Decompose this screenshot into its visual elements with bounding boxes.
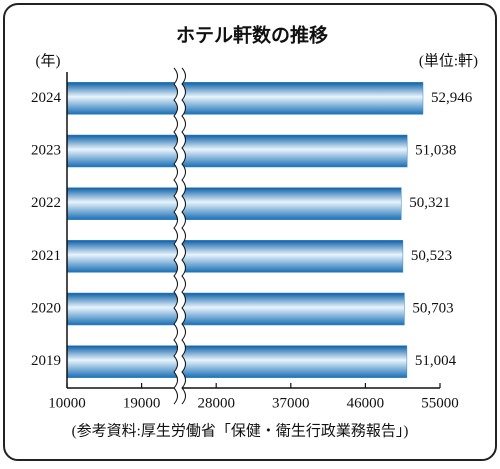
y-axis-label: (年)	[36, 52, 61, 69]
bar	[66, 134, 408, 168]
x-tick-label: 10000	[48, 395, 86, 411]
value-label: 51,004	[415, 353, 457, 369]
value-label: 51,038	[415, 142, 456, 158]
x-tick-label: 46000	[347, 395, 385, 411]
y-tick-label: 2019	[31, 353, 61, 369]
value-label: 50,523	[411, 248, 452, 264]
value-label: 52,946	[431, 90, 473, 106]
source-note: (参考資料:厚生労働省「保健・衛生行政業務報告」)	[72, 422, 409, 439]
value-label: 50,321	[409, 195, 450, 211]
bar	[66, 345, 408, 378]
value-label: 50,703	[412, 300, 453, 316]
y-tick-label: 2020	[31, 300, 61, 316]
x-tick-label: 28000	[197, 395, 235, 411]
chart-title: ホテル軒数の推移	[176, 24, 328, 47]
x-tick-label: 37000	[272, 395, 310, 411]
unit-label: (単位:軒)	[419, 52, 478, 69]
axis-break	[173, 65, 185, 407]
x-tick-label: 55000	[421, 395, 459, 411]
bar	[66, 240, 404, 273]
bar	[66, 292, 405, 326]
x-tick-label: 19000	[123, 395, 161, 411]
bar	[66, 82, 424, 115]
bar	[66, 187, 402, 220]
axis-break-edge	[181, 67, 186, 405]
y-tick-label: 2023	[31, 142, 61, 158]
frame	[3, 3, 497, 461]
y-tick-label: 2021	[31, 248, 61, 264]
y-tick-label: 2024	[31, 90, 62, 106]
y-tick-label: 2022	[31, 195, 61, 211]
axis-break-edge	[173, 67, 178, 405]
